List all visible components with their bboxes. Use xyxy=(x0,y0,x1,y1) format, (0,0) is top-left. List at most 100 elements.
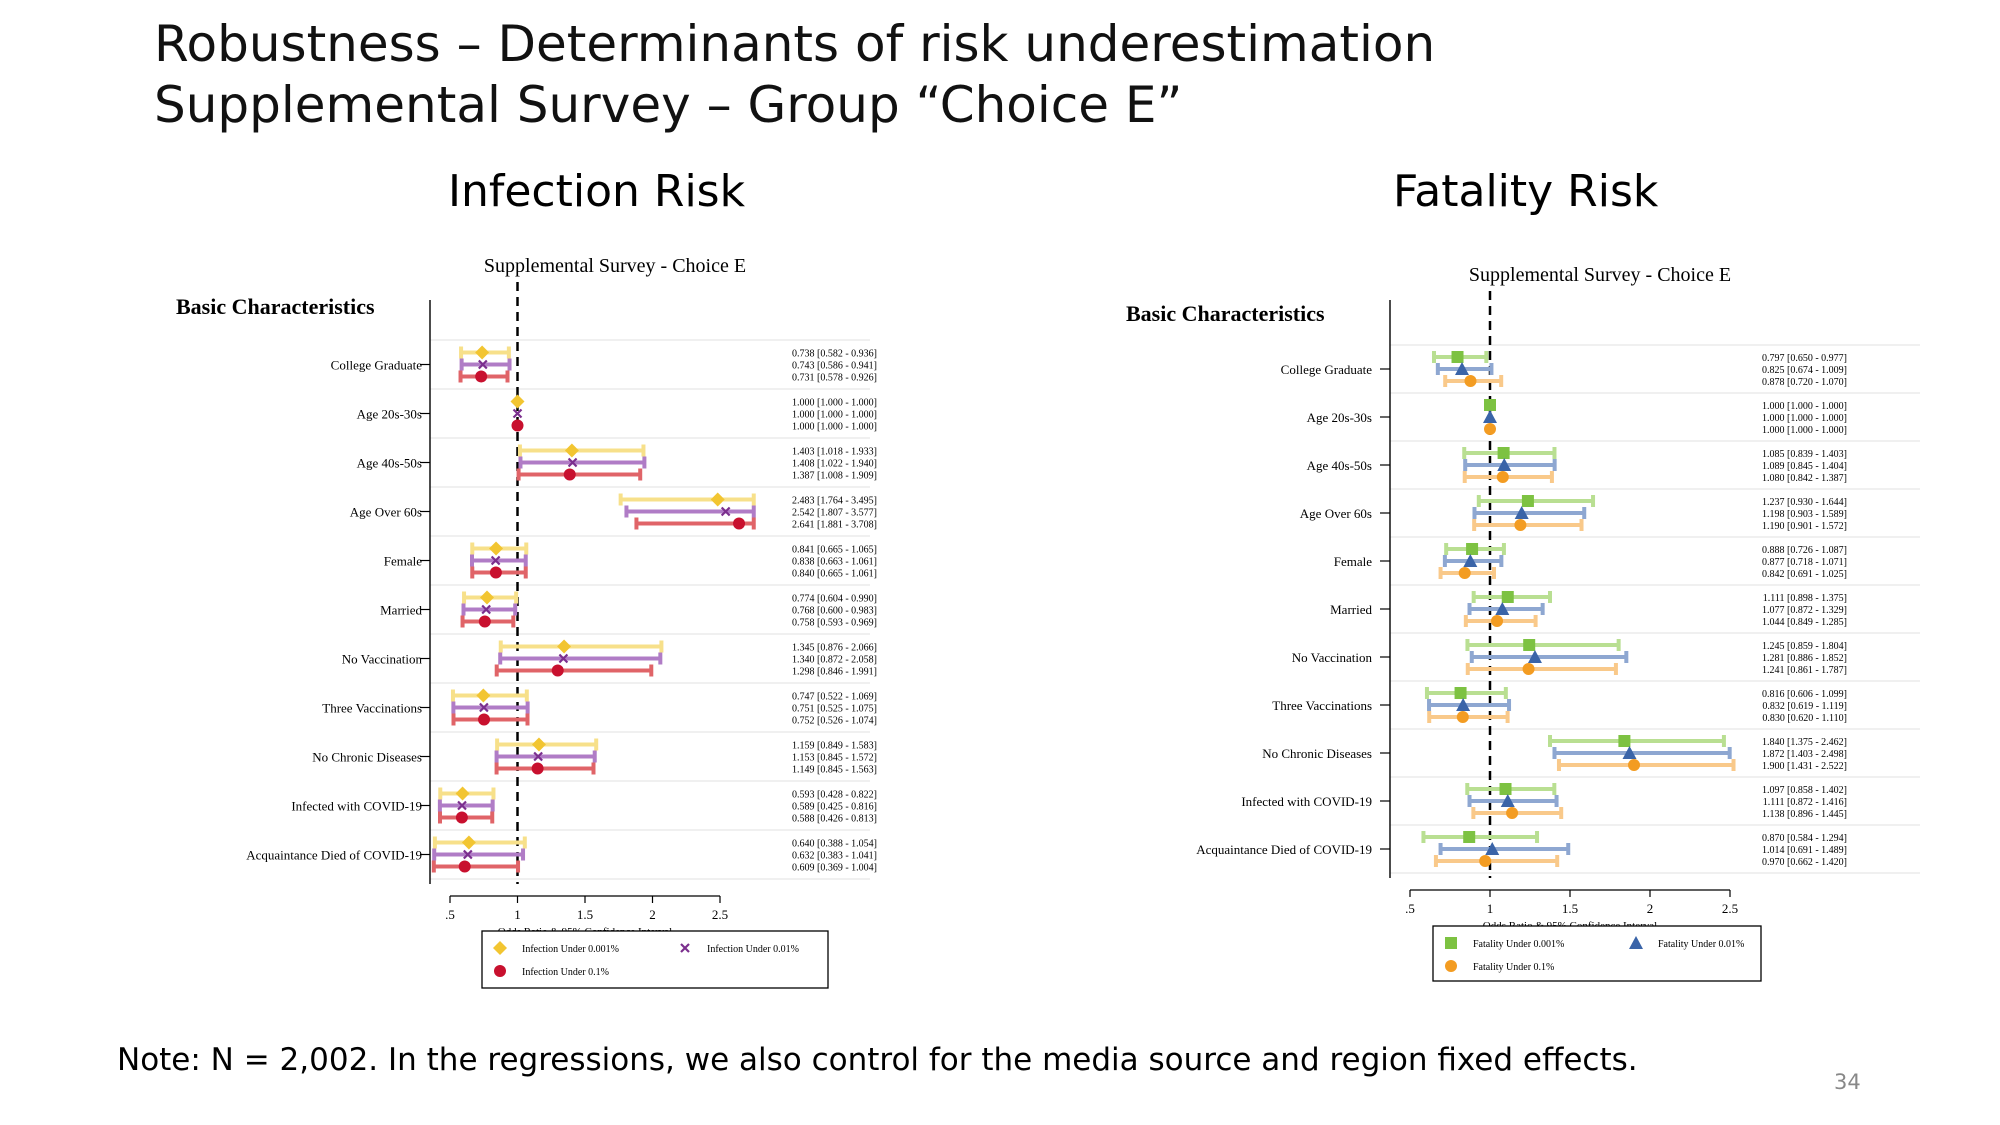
point-infection-under-0-01-stroke xyxy=(512,408,523,419)
value-label: 1.241 [0.861 - 1.787] xyxy=(1762,665,1847,676)
value-label: 1.085 [0.839 - 1.403] xyxy=(1762,449,1847,460)
point-fatality-under-0-001 xyxy=(1454,687,1467,699)
point-fatality-under-0-01 xyxy=(1497,458,1512,471)
legend-label-fatality-under-0-01: Fatality Under 0.01% xyxy=(1658,939,1744,950)
point-infection-under-0-1 xyxy=(489,566,502,579)
point-fatality-under-0-1 xyxy=(1479,855,1492,867)
point-infection-under-0-1 xyxy=(475,370,488,383)
value-label: 1.111 [0.872 - 1.416] xyxy=(1763,797,1847,808)
infection-risk-chart: Supplemental Survey - Choice E Basic Char… xyxy=(176,255,877,989)
x-tick-label: .5 xyxy=(1405,901,1415,916)
category-label-acquaintance-died-of-covid-19: Acquaintance Died of COVID-19 xyxy=(246,848,422,863)
value-label: 0.747 [0.522 - 1.069] xyxy=(792,692,877,703)
value-label: 1.000 [1.000 - 1.000] xyxy=(1762,413,1847,424)
ci-bar-fatality-under-0-001 xyxy=(1548,735,1726,747)
point-fatality-under-0-01 xyxy=(1527,650,1542,663)
value-label: 0.816 [0.606 - 1.099] xyxy=(1762,689,1847,700)
title-line-2: Supplemental Survey – Group “Choice E” xyxy=(154,76,1183,134)
legend-box xyxy=(481,930,829,989)
point-infection-under-0-001 xyxy=(461,835,476,850)
category-label-age-20s-30s: Age 20s-30s xyxy=(1307,410,1372,425)
point-fatality-under-0-1 xyxy=(1484,423,1496,435)
value-label: 0.738 [0.582 - 0.936] xyxy=(792,349,877,360)
point-infection-under-0-01 xyxy=(463,849,473,860)
ci-bar-fatality-under-0-01 xyxy=(1472,507,1587,519)
ci-bar-fatality-under-0-1 xyxy=(1556,759,1736,771)
value-label: 2.483 [1.764 - 3.495] xyxy=(792,496,877,507)
point-infection-under-0-01-stroke xyxy=(479,702,489,713)
point-infection-under-0-1 xyxy=(511,419,524,432)
category-label-college-graduate: College Graduate xyxy=(331,358,423,373)
value-label: 1.097 [0.858 - 1.402] xyxy=(1762,785,1847,796)
value-label: 0.870 [0.584 - 1.294] xyxy=(1762,833,1847,844)
value-label: 1.159 [0.849 - 1.583] xyxy=(792,741,877,752)
point-infection-under-0-001 xyxy=(564,443,579,458)
value-label: 1.089 [0.845 - 1.404] xyxy=(1762,461,1847,472)
ci-bar-infection-under-0-1 xyxy=(494,664,654,677)
point-infection-under-0-1 xyxy=(551,664,564,677)
ci-bar-fatality-under-0-01 xyxy=(1467,795,1559,807)
point-fatality-under-0-1 xyxy=(1491,615,1504,627)
value-label: 1.014 [0.691 - 1.489] xyxy=(1762,845,1847,856)
ci-bar-fatality-under-0-01 xyxy=(1438,843,1571,855)
value-label: 0.877 [0.718 - 1.071] xyxy=(1762,557,1847,568)
value-label: 1.077 [0.872 - 1.329] xyxy=(1762,605,1847,616)
point-fatality-under-0-001 xyxy=(1499,783,1512,795)
ci-bar-fatality-under-0-01 xyxy=(1463,459,1557,471)
ci-bar-infection-under-0-01 xyxy=(451,701,530,714)
value-label: 1.408 [1.022 - 1.940] xyxy=(792,459,877,470)
category-label-age-over-60s: Age Over 60s xyxy=(1300,506,1372,521)
footnote: Note: N = 2,002. In the regressions, we … xyxy=(117,1042,1638,1078)
x-tick-label: 2.5 xyxy=(712,907,728,922)
point-infection-under-0-01 xyxy=(490,555,501,566)
value-label: 0.838 [0.663 - 1.061] xyxy=(792,557,877,568)
point-infection-under-0-001 xyxy=(475,345,490,360)
value-label: 1.000 [1.000 - 1.000] xyxy=(1762,425,1847,436)
category-label-infected-with-covid-19: Infected with COVID-19 xyxy=(291,799,422,814)
point-infection-under-0-01 xyxy=(567,457,578,468)
ci-bar-infection-under-0-001 xyxy=(517,444,646,457)
ci-bar-infection-under-0-1 xyxy=(451,713,530,726)
value-label: 0.743 [0.586 - 0.941] xyxy=(792,361,877,372)
value-label: 0.888 [0.726 - 1.087] xyxy=(1762,545,1847,556)
ci-bar-fatality-under-0-001 xyxy=(1421,831,1540,843)
value-label: 0.774 [0.604 - 0.990] xyxy=(792,594,877,605)
point-fatality-under-0-01 xyxy=(1485,842,1500,855)
ci-bar-infection-under-0-01 xyxy=(432,848,526,861)
point-fatality-under-0-001 xyxy=(1463,831,1476,843)
value-label: 1.044 [0.849 - 1.285] xyxy=(1762,617,1847,628)
legend-marker-fatality-under-0-1 xyxy=(1445,960,1457,972)
page-number: 34 xyxy=(1834,1070,1861,1094)
point-infection-under-0-1 xyxy=(563,468,576,481)
value-label: 0.830 [0.620 - 1.110] xyxy=(1762,713,1847,724)
ci-bar-infection-under-0-1 xyxy=(494,762,596,775)
value-label: 0.640 [0.388 - 1.054] xyxy=(792,839,877,850)
legend-label-infection-under-0-01: Infection Under 0.01% xyxy=(707,944,799,955)
point-fatality-under-0-001 xyxy=(1497,447,1510,459)
value-label: 0.832 [0.619 - 1.119] xyxy=(1762,701,1847,712)
category-label-female: Female xyxy=(384,554,422,569)
value-label: 1.387 [1.008 - 1.909] xyxy=(792,471,877,482)
legend-label-infection-under-0-001: Infection Under 0.001% xyxy=(522,944,619,955)
ci-bar-infection-under-0-01 xyxy=(494,750,597,763)
value-label: 1.198 [0.903 - 1.589] xyxy=(1762,509,1847,520)
ci-bar-infection-under-0-01 xyxy=(518,456,647,469)
point-infection-under-0-01 xyxy=(478,359,488,370)
category-label-age-20s-30s: Age 20s-30s xyxy=(357,407,422,422)
point-fatality-under-0-001 xyxy=(1466,543,1479,555)
value-label: 1.237 [0.930 - 1.644] xyxy=(1762,497,1847,508)
ci-bar-fatality-under-0-1 xyxy=(1433,855,1560,867)
infection-panel-title: Infection Risk xyxy=(448,166,746,217)
point-infection-under-0-01-stroke xyxy=(567,457,578,468)
ci-bar-fatality-under-0-001 xyxy=(1476,495,1596,507)
x-tick-label: 2.5 xyxy=(1722,901,1738,916)
value-label: 0.752 [0.526 - 1.074] xyxy=(792,716,877,727)
point-infection-under-0-1 xyxy=(478,615,491,628)
value-label: 0.841 [0.665 - 1.065] xyxy=(792,545,877,556)
point-fatality-under-0-1 xyxy=(1522,663,1535,675)
value-label: 1.900 [1.431 - 2.522] xyxy=(1762,761,1847,772)
legend-marker-fatality-under-0-01 xyxy=(1629,936,1643,949)
value-label: 0.768 [0.600 - 0.983] xyxy=(792,606,877,617)
value-label: 0.751 [0.525 - 1.075] xyxy=(792,704,877,715)
point-fatality-under-0-1 xyxy=(1628,759,1640,771)
